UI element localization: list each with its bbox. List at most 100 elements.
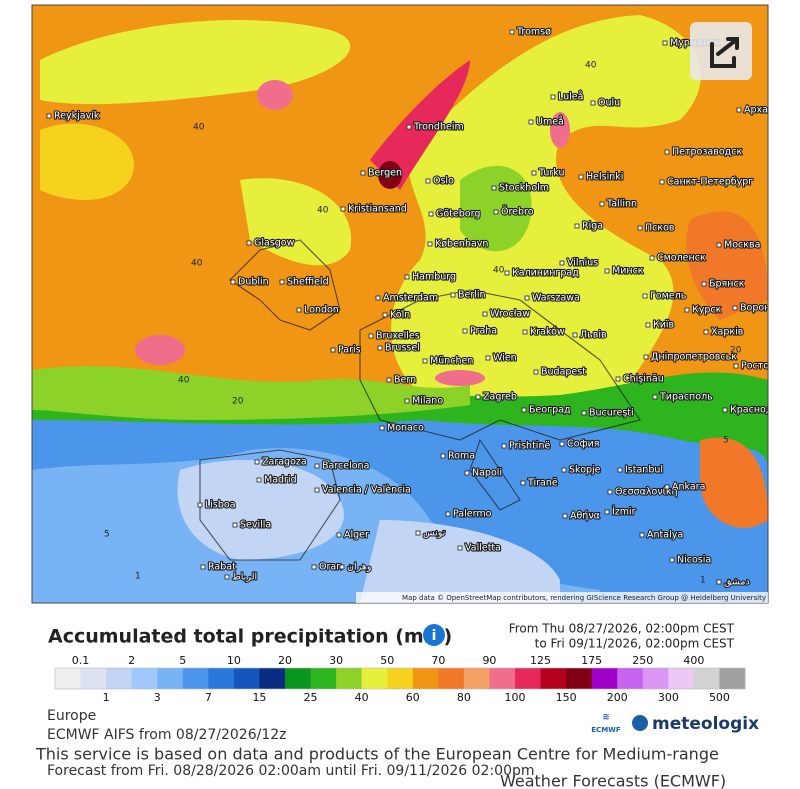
city-label: Riga bbox=[582, 221, 603, 232]
city-marker bbox=[615, 376, 621, 382]
city-marker bbox=[528, 119, 534, 125]
city-marker bbox=[652, 394, 658, 400]
city-marker bbox=[450, 292, 456, 298]
city-label: Тирасполь bbox=[659, 392, 713, 403]
forecast-period: Forecast from Fri. 08/28/2026 02:00am un… bbox=[47, 763, 535, 779]
legend-swatch bbox=[489, 668, 516, 689]
color-legend: 0.1 1 2 3 5 7 10 15 20 25 30 40 50 60 70 80 90 100 125 150 1… bbox=[54, 654, 746, 704]
city-label: Köln bbox=[390, 310, 410, 321]
legend-label: 25 bbox=[304, 691, 318, 704]
precip-peak bbox=[257, 80, 293, 110]
valid-to: to Fri 09/11/2026, 02:00pm CEST bbox=[535, 637, 735, 651]
city-label: Минск bbox=[612, 266, 644, 277]
city-label: Brussel bbox=[385, 343, 420, 354]
city-marker bbox=[197, 502, 203, 508]
city-marker bbox=[501, 443, 507, 449]
city-label: Antalya bbox=[647, 530, 683, 541]
city-label: Београд bbox=[529, 405, 571, 416]
city-marker bbox=[485, 355, 491, 361]
share-button[interactable] bbox=[690, 22, 752, 80]
city-label: Sheffield bbox=[287, 277, 329, 288]
info-button[interactable]: i bbox=[423, 624, 445, 646]
contour-label: 1 bbox=[135, 572, 141, 582]
city-label: Monaco bbox=[387, 423, 424, 434]
city-label: Смоленск bbox=[657, 253, 706, 264]
contour-label: 40 bbox=[193, 123, 205, 133]
info-icon[interactable] bbox=[423, 624, 445, 646]
contour-label: 5 bbox=[104, 530, 110, 540]
city-marker bbox=[574, 223, 580, 229]
city-label: Гомель bbox=[650, 291, 687, 302]
city-label: Amsterdam bbox=[383, 293, 438, 304]
logo-ecmwf: ECMWF bbox=[591, 726, 621, 734]
city-marker bbox=[649, 255, 655, 261]
city-marker bbox=[559, 441, 565, 447]
info-glyph[interactable]: i bbox=[432, 628, 437, 644]
city-marker bbox=[422, 358, 428, 364]
city-label: Харків bbox=[711, 327, 744, 338]
city-marker bbox=[590, 100, 596, 106]
contour-label: 40 bbox=[585, 61, 597, 71]
legend-swatch bbox=[157, 668, 184, 689]
city-label: Göteborg bbox=[436, 209, 480, 220]
legend-label: 30 bbox=[329, 654, 343, 667]
city-marker bbox=[224, 574, 230, 580]
city-label: Örebro bbox=[501, 207, 534, 218]
city-marker bbox=[406, 124, 412, 130]
logo-ecmwf-mark: ≋ bbox=[602, 713, 610, 723]
contour-label: 20 bbox=[232, 397, 244, 407]
legend-label: 50 bbox=[380, 654, 394, 667]
city-label: København bbox=[435, 239, 488, 250]
city-label: Helsinki bbox=[586, 172, 623, 183]
legend-swatch bbox=[80, 668, 107, 689]
city-marker bbox=[645, 322, 651, 328]
legend-label: 0.1 bbox=[72, 654, 90, 667]
city-label: Tromsø bbox=[516, 27, 551, 38]
share-icon[interactable] bbox=[710, 37, 739, 68]
legend-title: Accumulated total precipitation (mm) bbox=[48, 626, 452, 648]
city-marker bbox=[732, 305, 738, 311]
precip-peak bbox=[550, 112, 570, 148]
city-marker bbox=[482, 311, 488, 317]
city-label: Napoli bbox=[472, 468, 502, 479]
city-label: Львів bbox=[580, 330, 607, 341]
city-label: Θεσσαλονίκη bbox=[615, 487, 678, 498]
city-label: Trondheim bbox=[413, 122, 464, 133]
legend-swatch bbox=[540, 668, 567, 689]
city-label: London bbox=[304, 305, 339, 316]
city-marker bbox=[504, 270, 510, 276]
city-marker bbox=[659, 179, 665, 185]
city-label: Chişinău bbox=[623, 374, 664, 385]
city-label: Stockholm bbox=[499, 183, 549, 194]
city-label: Warszawa bbox=[532, 293, 580, 304]
city-label: Bruxelles bbox=[376, 331, 420, 342]
city-marker bbox=[462, 328, 468, 334]
city-marker bbox=[662, 40, 668, 46]
city-marker bbox=[440, 453, 446, 459]
precip-peak bbox=[435, 370, 485, 386]
city-marker bbox=[375, 295, 381, 301]
city-label: Paris bbox=[338, 345, 361, 356]
region: Europe bbox=[47, 708, 96, 724]
legend-swatch bbox=[515, 668, 542, 689]
legend-label: 3 bbox=[154, 691, 161, 704]
city-marker bbox=[617, 467, 623, 473]
city-marker bbox=[379, 425, 385, 431]
city-label: Dublin bbox=[238, 277, 269, 288]
city-marker bbox=[415, 530, 421, 536]
city-marker bbox=[445, 511, 451, 517]
contour-label: 40 bbox=[317, 206, 329, 216]
legend-swatch bbox=[310, 668, 337, 689]
city-marker bbox=[382, 312, 388, 318]
city-marker bbox=[639, 532, 645, 538]
legend-swatch bbox=[642, 668, 669, 689]
city-label: Oran bbox=[319, 562, 342, 573]
city-marker bbox=[521, 407, 527, 413]
city-label: Wrocław bbox=[490, 309, 530, 320]
city-label: Bergen bbox=[368, 168, 402, 179]
city-label: Umeå bbox=[536, 117, 564, 128]
city-marker bbox=[200, 564, 206, 570]
city-label: Курск bbox=[692, 305, 722, 316]
city-label: Дніпропетровськ bbox=[651, 352, 737, 363]
